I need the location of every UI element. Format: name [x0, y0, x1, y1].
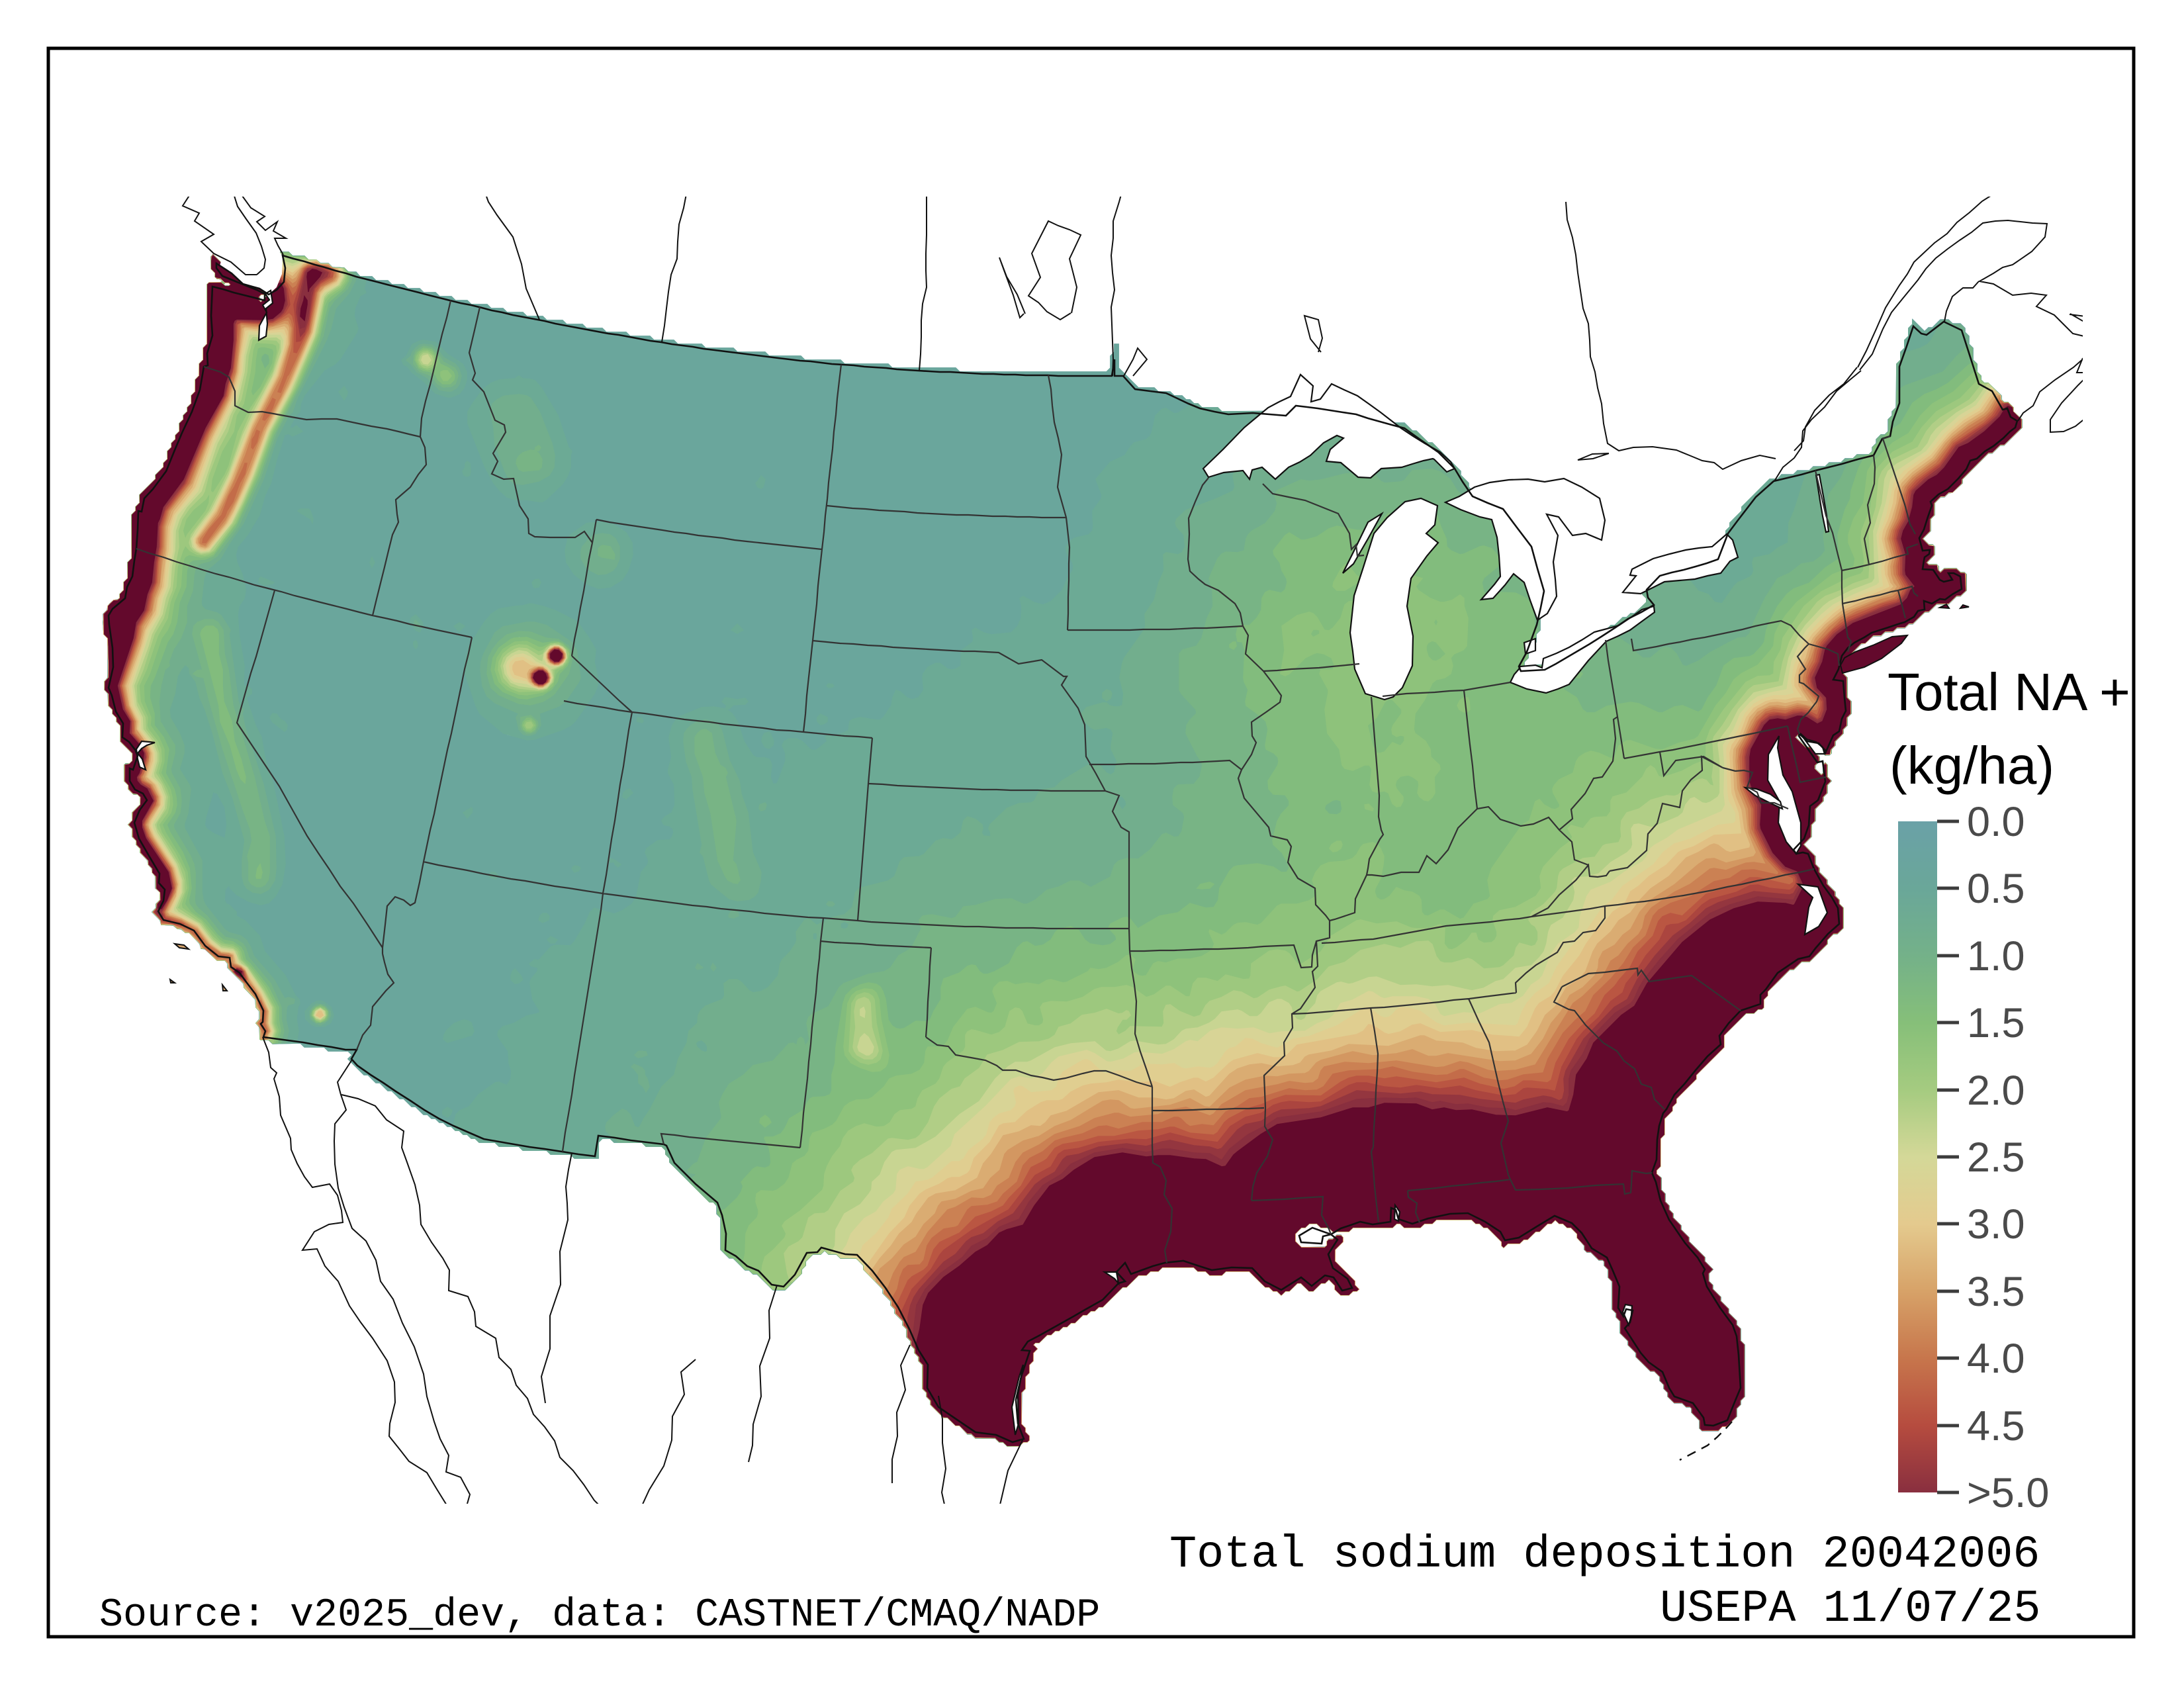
svg-text:4.5: 4.5	[1967, 1403, 2025, 1449]
svg-text:Total sodium deposition 200420: Total sodium deposition 20042006	[1169, 1529, 2040, 1580]
svg-text:0.5: 0.5	[1967, 866, 2025, 912]
svg-text:Total NA +: Total NA +	[1888, 663, 2130, 721]
svg-text:2.0: 2.0	[1967, 1068, 2025, 1114]
svg-text:3.5: 3.5	[1967, 1269, 2025, 1315]
svg-text:2.5: 2.5	[1967, 1134, 2025, 1181]
svg-text:4.0: 4.0	[1967, 1336, 2025, 1382]
svg-text:0.0: 0.0	[1967, 799, 2025, 845]
svg-text:(kg/ha): (kg/ha)	[1889, 736, 2054, 795]
svg-text:1.0: 1.0	[1967, 933, 2025, 980]
svg-text:USEPA 11/07/25: USEPA 11/07/25	[1660, 1583, 2041, 1635]
svg-text:>5.0: >5.0	[1967, 1470, 2049, 1516]
svg-text:1.5: 1.5	[1967, 1000, 2025, 1046]
svg-text:Source: v2025_dev, data: CASTN: Source: v2025_dev, data: CASTNET/CMAQ/NA…	[99, 1593, 1100, 1638]
svg-text:3.0: 3.0	[1967, 1201, 2025, 1248]
